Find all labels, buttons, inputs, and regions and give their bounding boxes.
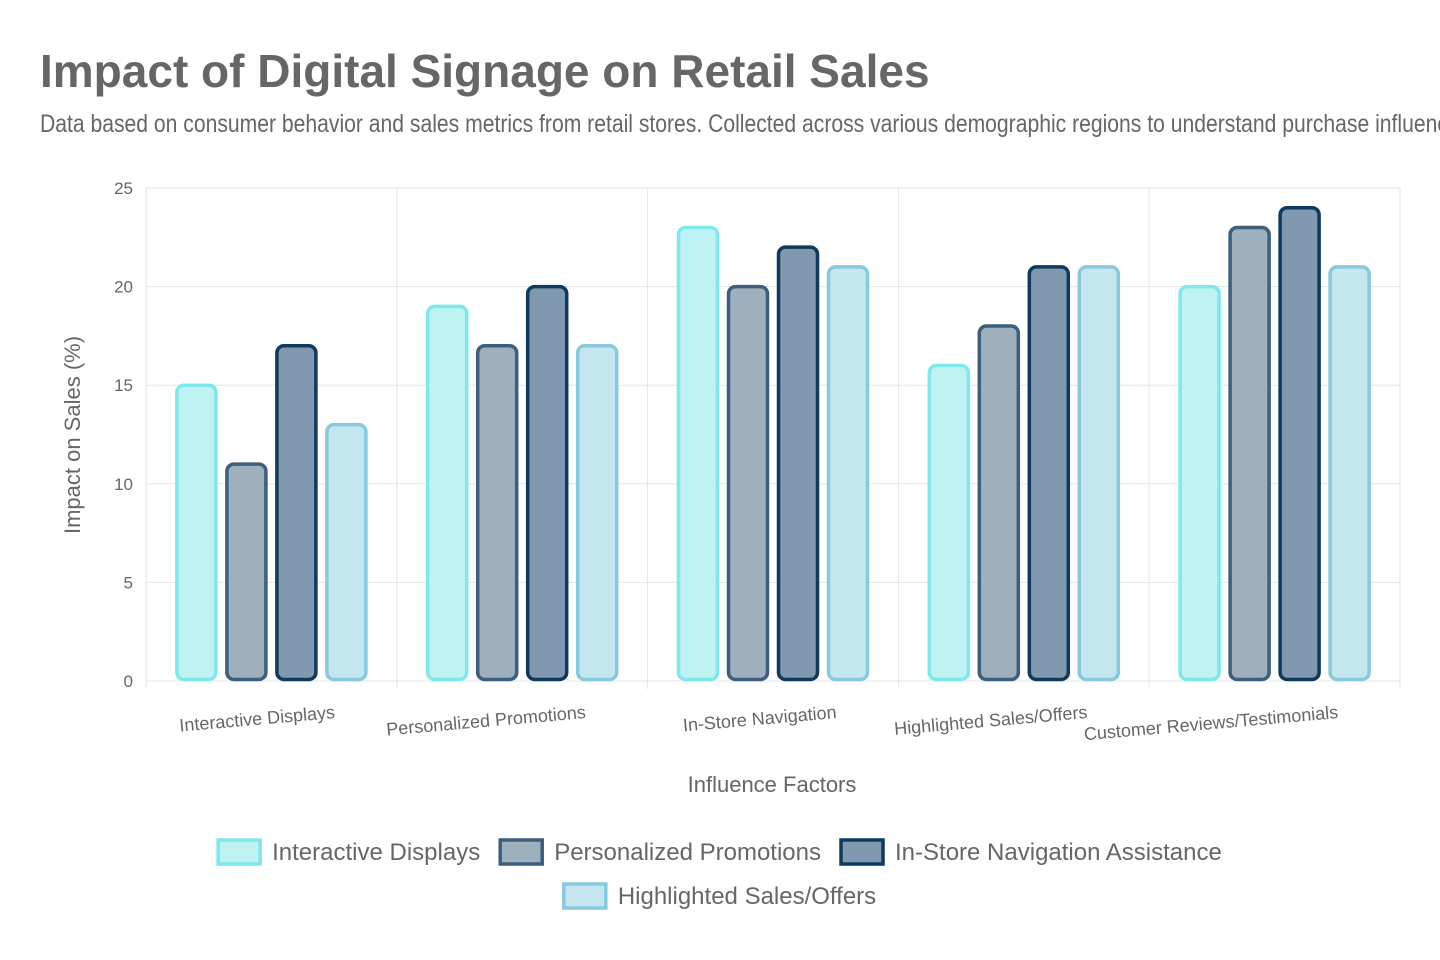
y-tick-label: 5: [124, 573, 133, 592]
bar: [275, 344, 318, 682]
bar: [1228, 225, 1271, 682]
bar: [1178, 284, 1221, 682]
bar: [525, 284, 569, 682]
y-axis-ticks: 0 5 10 15 20 25: [114, 179, 133, 691]
bar: [575, 344, 619, 682]
bar: [475, 344, 519, 682]
chart-title: Impact of Digital Signage on Retail Sale…: [40, 45, 930, 97]
legend-swatch: [498, 838, 544, 866]
legend-swatch: [839, 838, 885, 866]
chart-subtitle: Data based on consumer behavior and sale…: [40, 110, 1440, 138]
y-tick-label: 20: [114, 278, 133, 297]
legend-swatch: [216, 838, 262, 866]
legend-swatch: [562, 882, 608, 910]
bar: [676, 225, 720, 682]
x-tick-label: Customer Reviews/Testimonials: [1083, 702, 1339, 744]
bar: [826, 265, 870, 682]
x-tick-label: In-Store Navigation: [682, 702, 837, 735]
x-axis-title: Influence Factors: [688, 772, 857, 797]
bar: [1027, 265, 1071, 682]
bar: [927, 363, 971, 682]
x-tick-label: Interactive Displays: [179, 702, 336, 736]
legend-label: Personalized Promotions: [554, 839, 821, 866]
y-axis-title: Impact on Sales (%): [60, 336, 85, 534]
legend-label: Highlighted Sales/Offers: [618, 883, 876, 910]
bar: [1077, 265, 1121, 682]
x-tick-label: Highlighted Sales/Offers: [893, 702, 1088, 739]
bar: [425, 304, 469, 682]
bar: [977, 324, 1021, 682]
bar: [1328, 265, 1371, 682]
x-tick-label: Personalized Promotions: [385, 702, 586, 739]
y-tick-label: 0: [124, 672, 133, 691]
bar: [325, 422, 368, 682]
x-axis-ticks: Interactive Displays Personalized Promoti…: [179, 702, 1339, 744]
y-tick-label: 10: [114, 475, 133, 494]
y-tick-label: 25: [114, 179, 133, 198]
bar: [175, 383, 218, 682]
bar: [726, 284, 770, 682]
bar: [225, 462, 268, 682]
legend-label: Interactive Displays: [272, 839, 480, 866]
bars: [175, 205, 1371, 682]
legend-label: In-Store Navigation Assistance: [895, 839, 1222, 866]
y-tick-label: 15: [114, 376, 133, 395]
legend: Interactive Displays Personalized Promoti…: [216, 838, 1222, 910]
bar: [776, 245, 820, 682]
bar: [1278, 205, 1321, 682]
